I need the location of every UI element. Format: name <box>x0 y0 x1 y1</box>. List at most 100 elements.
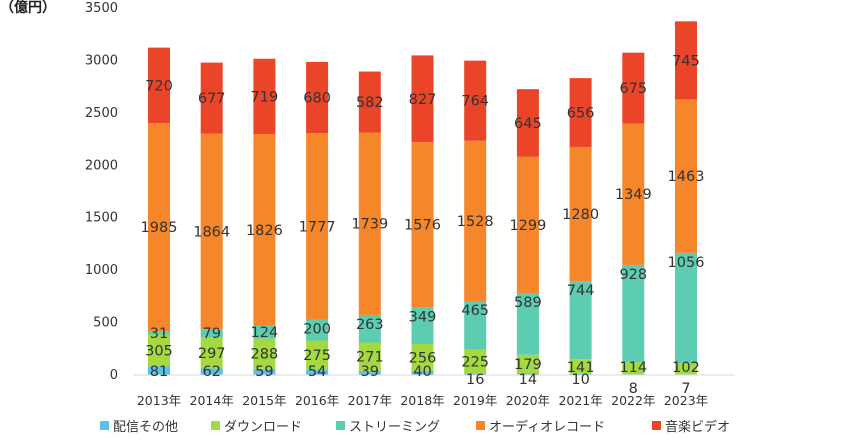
bar-segment <box>569 146 592 282</box>
data-label: 589 <box>514 295 542 311</box>
bar-segment <box>200 62 223 134</box>
y-tick-label: 0 <box>110 368 118 383</box>
data-label: 928 <box>619 267 647 283</box>
bar-segment <box>569 373 592 375</box>
bar-segment <box>675 252 697 364</box>
legend-label: オーディオレコード <box>489 419 605 435</box>
x-axis: 2013年 2014年 2015年 2016年 2017年 2018年 2019年 2020年… <box>133 374 735 408</box>
bar-segment <box>675 99 697 253</box>
bar-segment <box>253 338 276 369</box>
legend-label: 配信その他 <box>113 420 178 435</box>
bar-segment <box>200 133 223 330</box>
data-label: 288 <box>251 347 279 363</box>
bar-segment <box>464 60 487 141</box>
bar-segment <box>358 314 381 343</box>
bar-segment <box>148 331 170 335</box>
data-label: 1777 <box>299 219 336 235</box>
bar-segment <box>569 359 592 374</box>
data-label: 16 <box>466 372 484 388</box>
data-label: 256 <box>409 350 437 366</box>
bar-segment <box>516 89 539 157</box>
bar-segment <box>148 47 170 124</box>
data-label: 10 <box>571 372 589 388</box>
bars <box>148 21 697 375</box>
bar-segment <box>358 370 381 375</box>
data-label: 8 <box>629 381 638 397</box>
x-tick-label: 2015年 <box>242 393 286 408</box>
bar-segment <box>200 329 223 338</box>
bar-segment <box>411 370 434 375</box>
bar-segment <box>622 52 645 124</box>
x-tick-label: 2020年 <box>506 393 550 408</box>
y-tick-label: 1000 <box>85 263 118 278</box>
data-label: 54 <box>308 364 326 380</box>
data-label: 1985 <box>141 220 178 236</box>
y-tick-label: 3000 <box>85 53 118 68</box>
x-tick-label: 2014年 <box>190 393 234 408</box>
data-label: 745 <box>672 53 700 69</box>
bar-segment <box>516 354 539 374</box>
bar-segment <box>569 78 592 147</box>
y-tick-label: 3500 <box>85 1 118 16</box>
data-label: 141 <box>567 360 595 376</box>
data-label: 102 <box>672 360 700 376</box>
bar-segment <box>306 61 329 134</box>
data-label: 1576 <box>404 218 441 234</box>
bar-segment <box>253 325 276 339</box>
y-tick-label: 500 <box>93 316 118 331</box>
bar-segment <box>675 363 697 375</box>
data-label: 656 <box>567 106 595 122</box>
x-tick-label: 2013年 <box>137 393 181 408</box>
bar-segment <box>411 142 434 308</box>
bar-segment <box>464 373 487 375</box>
data-label: 680 <box>303 91 331 107</box>
bar-segment <box>253 134 276 326</box>
legend-swatch <box>336 421 345 430</box>
data-label: 31 <box>150 326 168 342</box>
legend-swatch <box>100 421 109 430</box>
data-label: 1299 <box>509 218 546 234</box>
legend-swatch <box>211 421 220 430</box>
bar-segment <box>306 340 329 370</box>
data-label: 124 <box>251 325 279 341</box>
data-label: 39 <box>361 364 379 380</box>
x-tick-label: 2021年 <box>558 393 602 408</box>
x-tick-label: 2018年 <box>400 393 444 408</box>
data-label: 675 <box>619 81 647 97</box>
x-tick-label: 2016年 <box>295 393 339 408</box>
data-label: 1056 <box>668 255 705 271</box>
data-label: 1864 <box>193 224 230 240</box>
bar-segment <box>464 300 487 350</box>
data-label: 40 <box>413 364 431 380</box>
x-tick-label: 2019年 <box>453 393 497 408</box>
data-label: 1739 <box>351 217 388 233</box>
data-label: 14 <box>519 372 537 388</box>
y-axis: 0 500 1000 1500 2000 2500 3000 3500 <box>85 1 118 383</box>
data-label: 1463 <box>668 169 705 185</box>
bar-segment <box>516 293 539 355</box>
bar-segment <box>200 368 223 375</box>
bar-segment <box>148 123 170 332</box>
legend-swatch <box>476 421 485 430</box>
legend-label: ストリーミング <box>349 420 440 435</box>
x-tick-label: 2017年 <box>348 393 392 408</box>
data-label: 1826 <box>246 223 283 239</box>
bar-segment <box>411 343 434 371</box>
x-tick-label: 2023年 <box>664 393 708 408</box>
data-label: 827 <box>409 92 437 108</box>
bar-segment <box>148 366 170 375</box>
data-label: 179 <box>514 357 542 373</box>
data-label: 1349 <box>615 187 652 203</box>
legend: 配信その他 ダウンロード ストリーミング オーディオレコード 音楽ビデオ <box>100 419 730 435</box>
data-label: 677 <box>198 91 226 107</box>
data-label: 305 <box>145 344 173 360</box>
bar-segment <box>253 368 276 375</box>
data-label: 59 <box>255 364 273 380</box>
x-tick-label: 2022年 <box>611 393 655 408</box>
data-label: 297 <box>198 346 226 362</box>
bar-segment <box>358 71 381 133</box>
bar-segment <box>622 123 645 265</box>
data-label: 1528 <box>457 214 494 230</box>
